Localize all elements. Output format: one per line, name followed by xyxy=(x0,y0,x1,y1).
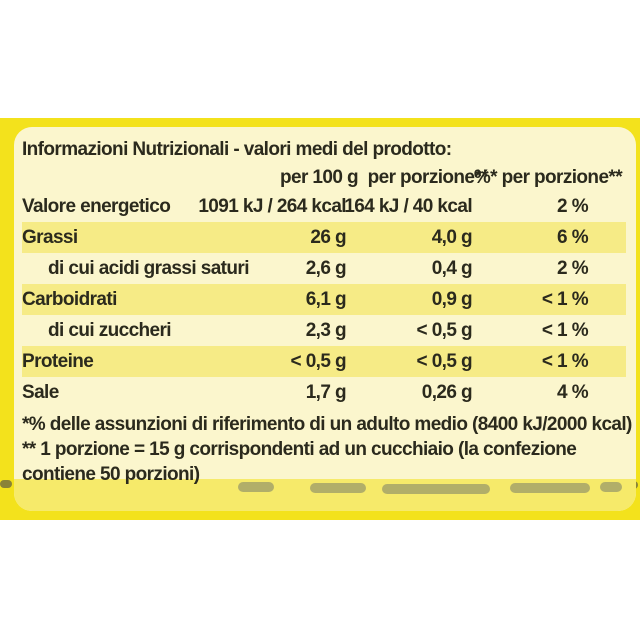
value-per-portion: 0,9 g xyxy=(431,289,473,310)
value-per-portion: 4,0 g xyxy=(431,227,473,248)
table-row: Proteine < 0,5 g < 0,5 g < 1 % xyxy=(22,346,626,377)
percent-per-portion: < 1 % xyxy=(541,351,589,372)
value-per-portion: 164 kJ / 40 kcal xyxy=(344,196,472,217)
column-header-row: per 100 g per porzione** %* per porzione… xyxy=(22,164,626,191)
packaging-art xyxy=(238,482,274,492)
table-title: Informazioni Nutrizionali - valori medi … xyxy=(22,139,452,160)
nutrient-name: Proteine xyxy=(22,351,94,372)
value-per-100g: 26 g xyxy=(310,227,346,248)
packaging-art xyxy=(382,484,490,494)
table-row: Valore energetico 1091 kJ / 264 kcal 164… xyxy=(22,191,626,222)
percent-per-portion: 6 % xyxy=(557,227,589,248)
value-per-portion: 0,26 g xyxy=(421,382,473,403)
value-per-100g: 2,6 g xyxy=(305,258,347,279)
value-per-portion: < 0,5 g xyxy=(416,320,473,341)
nutrient-name: Grassi xyxy=(22,227,78,248)
percent-per-portion: 4 % xyxy=(557,382,589,403)
value-per-100g: 1,7 g xyxy=(305,382,347,403)
column-header-percent-per-portion: %* per porzione** xyxy=(473,167,623,188)
footnote-reference-intake: *% delle assunzioni di riferimento di un… xyxy=(22,414,632,435)
percent-per-portion: < 1 % xyxy=(541,289,589,310)
nutrient-name: di cui zuccheri xyxy=(48,320,172,341)
footnote-portion-line-1: ** 1 porzione = 15 g corrispondenti ad u… xyxy=(22,439,577,460)
percent-per-portion: 2 % xyxy=(557,258,589,279)
packaging-art xyxy=(600,482,622,492)
nutrient-name: di cui acidi grassi saturi xyxy=(48,258,249,279)
percent-per-portion: < 1 % xyxy=(541,320,589,341)
packaging-art xyxy=(310,483,366,493)
packaging-art xyxy=(0,480,12,488)
nutrition-label-panel xyxy=(14,127,636,511)
percent-per-portion: 2 % xyxy=(557,196,589,217)
value-per-100g: 6,1 g xyxy=(305,289,347,310)
nutrition-table: Informazioni Nutrizionali - valori medi … xyxy=(22,135,632,487)
value-per-100g: 1091 kJ / 264 kcal xyxy=(198,196,346,217)
value-per-100g: < 0,5 g xyxy=(290,351,347,372)
table-row: Grassi 26 g 4,0 g 6 % xyxy=(22,222,626,253)
packaging-art xyxy=(510,483,590,493)
value-per-100g: 2,3 g xyxy=(305,320,347,341)
table-row: di cui acidi grassi saturi 2,6 g 0,4 g 2… xyxy=(22,253,626,284)
nutrient-name: Sale xyxy=(22,382,59,403)
table-row: di cui zuccheri 2,3 g < 0,5 g < 1 % xyxy=(22,315,626,346)
value-per-portion: < 0,5 g xyxy=(416,351,473,372)
nutrient-name: Valore energetico xyxy=(22,196,171,217)
nutrient-name: Carboidrati xyxy=(22,289,117,310)
column-header-per-portion: per porzione** xyxy=(367,167,489,188)
column-header-per-100g: per 100 g xyxy=(279,167,359,188)
table-row: Carboidrati 6,1 g 0,9 g < 1 % xyxy=(22,284,626,315)
table-row: Sale 1,7 g 0,26 g 4 % xyxy=(22,377,626,408)
footnote-portion-line-2: contiene 50 porzioni) xyxy=(22,464,200,485)
value-per-portion: 0,4 g xyxy=(431,258,473,279)
